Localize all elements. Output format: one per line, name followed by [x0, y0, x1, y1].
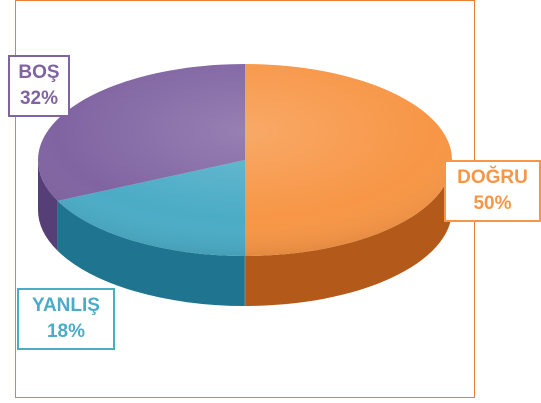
pie-side-dogru — [245, 160, 452, 306]
pie-tops — [37, 64, 452, 256]
slice-label-bos: BOŞ 32% — [8, 55, 70, 117]
slice-label-bos-value: 32% — [19, 88, 59, 109]
slice-label-dogru: DOĞRU 50% — [444, 160, 541, 222]
slice-label-yanlis: YANLIŞ 18% — [17, 288, 115, 350]
slice-label-yanlis-value: 18% — [46, 321, 86, 342]
slice-label-dogru-name: DOĞRU — [457, 167, 528, 188]
slice-label-dogru-value: 50% — [473, 193, 512, 214]
slice-label-yanlis-name: YANLIŞ — [32, 295, 100, 316]
slice-label-bos-name: BOŞ — [18, 62, 60, 83]
